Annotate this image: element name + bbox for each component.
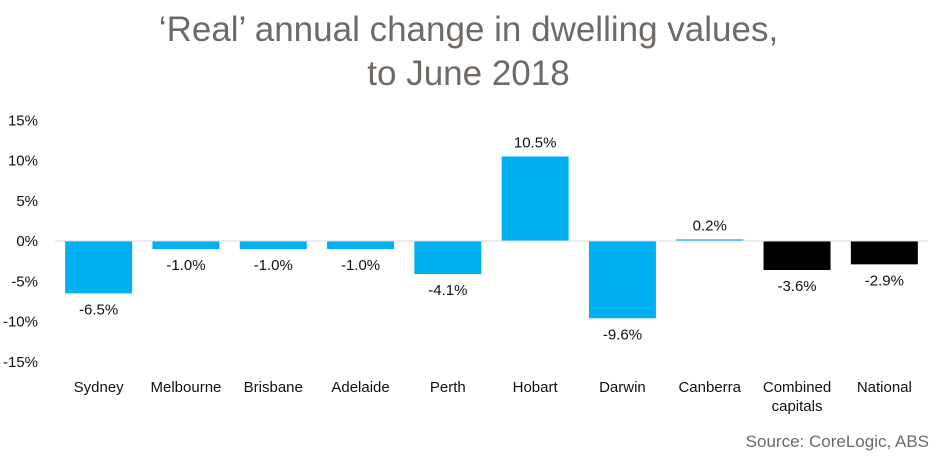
bar-national <box>850 241 918 265</box>
bar-melbourne <box>152 241 220 250</box>
x-category-label: Perth <box>430 379 466 396</box>
y-tick-label: -5% <box>11 273 38 290</box>
data-label: -1.0% <box>166 257 205 274</box>
bar-brisbane <box>239 241 307 250</box>
bar-perth <box>414 241 482 275</box>
y-tick-label: -15% <box>3 354 38 371</box>
x-category-label: Melbourne <box>151 379 222 396</box>
data-label: -3.6% <box>777 278 816 295</box>
bar-canberra <box>676 239 744 241</box>
data-label: -1.0% <box>341 257 380 274</box>
y-tick-label: 10% <box>8 153 38 170</box>
x-category-label: Brisbane <box>244 379 303 396</box>
source-note: Source: CoreLogic, ABS <box>745 432 929 451</box>
data-label: 0.2% <box>693 217 727 234</box>
data-label: -4.1% <box>428 282 467 299</box>
chart-title: ‘Real’ annual change in dwelling values,… <box>0 8 937 96</box>
y-tick-label: 0% <box>16 233 38 250</box>
bar-sydney <box>65 241 133 294</box>
x-category-label: Adelaide <box>331 379 389 396</box>
chart-title-line-2: to June 2018 <box>367 54 570 93</box>
chart-title-line-1: ‘Real’ annual change in dwelling values, <box>158 10 779 49</box>
x-category-label: Sydney <box>74 379 125 396</box>
data-label: 10.5% <box>514 134 557 151</box>
bar-darwin <box>588 241 656 319</box>
x-category-label: Combined <box>763 379 831 396</box>
x-category-label: Hobart <box>513 379 559 396</box>
bar-combined-capitals <box>763 241 831 270</box>
y-tick-label: -10% <box>3 314 38 331</box>
x-category-label: capitals <box>772 398 823 415</box>
bar-hobart <box>501 156 569 241</box>
data-label: -6.5% <box>79 301 118 318</box>
data-label: -1.0% <box>254 257 293 274</box>
x-category-label: Canberra <box>678 379 741 396</box>
x-category-label: National <box>857 379 912 396</box>
x-category-label: Darwin <box>599 379 646 396</box>
data-label: -2.9% <box>865 272 904 289</box>
y-tick-label: 15% <box>8 112 38 129</box>
data-label: -9.6% <box>603 326 642 343</box>
bar-adelaide <box>327 241 395 250</box>
y-tick-label: 5% <box>16 193 38 210</box>
